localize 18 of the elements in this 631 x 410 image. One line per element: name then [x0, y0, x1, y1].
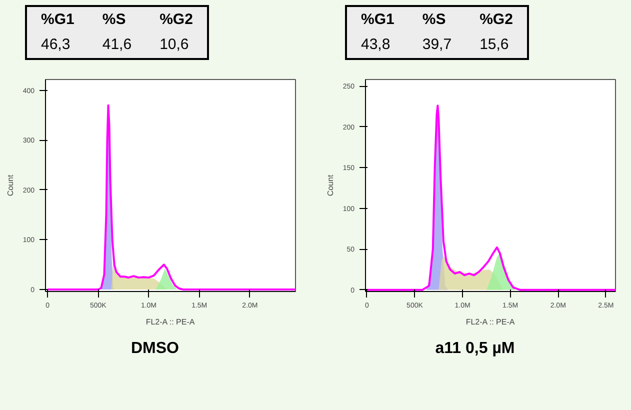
x-axis-title: FL2-A :: PE-A	[466, 318, 516, 326]
y-axis-title: Count	[326, 174, 335, 196]
text: a11 0,5 µM	[434, 339, 516, 359]
x-axis-title: FL2-A :: PE-A	[146, 318, 196, 326]
text: 46,3	[40, 35, 72, 56]
text: DMSO	[130, 339, 180, 359]
text: 10,6	[158, 35, 190, 56]
text: %G1	[360, 10, 396, 30]
y-axis-title: Count	[6, 174, 15, 196]
text: 41,6	[101, 35, 133, 56]
text: %S	[101, 10, 127, 30]
text: %G2	[478, 10, 514, 30]
text: %G1	[40, 10, 76, 30]
text: %S	[421, 10, 447, 30]
text: 15,6	[478, 35, 510, 56]
text: 39,7	[421, 35, 453, 56]
text: 43,8	[360, 35, 392, 56]
text: %G2	[158, 10, 194, 30]
